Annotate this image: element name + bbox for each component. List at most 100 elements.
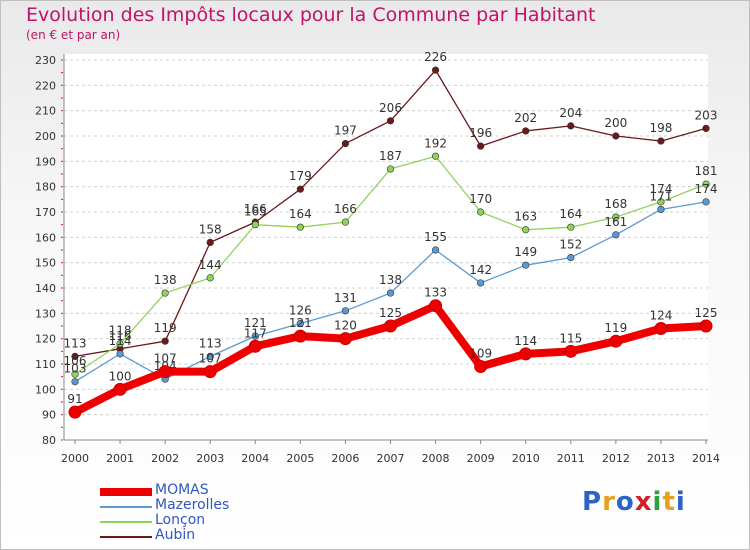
data-point	[293, 329, 307, 343]
legend-swatch	[100, 536, 152, 538]
data-point	[71, 352, 79, 361]
data-point	[341, 218, 350, 226]
data-point	[609, 334, 623, 348]
data-label: 192	[424, 136, 447, 150]
data-point	[431, 246, 440, 254]
data-label: 113	[64, 336, 87, 350]
x-tick-label: 2006	[331, 452, 359, 465]
data-point	[564, 344, 578, 358]
data-label: 165	[244, 205, 267, 219]
data-label: 198	[649, 121, 672, 135]
data-point	[519, 347, 533, 361]
legend-item: Mazerolles	[100, 497, 360, 514]
data-point	[657, 137, 665, 145]
data-point	[341, 140, 350, 148]
data-point	[71, 370, 79, 378]
data-label: 155	[424, 230, 447, 244]
data-label: 197	[334, 124, 357, 138]
data-point	[657, 205, 665, 214]
data-label: 114	[514, 334, 537, 348]
data-point	[386, 289, 395, 297]
legend-label: MOMAS	[155, 482, 209, 498]
data-label: 179	[289, 169, 312, 183]
data-label: 109	[469, 347, 492, 361]
data-label: 200	[604, 116, 627, 130]
data-label: 121	[289, 316, 312, 330]
data-label: 149	[514, 245, 537, 259]
data-label: 115	[559, 331, 582, 345]
x-tick-label: 2010	[512, 452, 540, 465]
data-label: 117	[244, 326, 267, 340]
legend-label: Aubin	[155, 527, 196, 543]
data-point	[522, 226, 530, 234]
data-label: 144	[199, 258, 222, 272]
data-point	[522, 261, 530, 269]
data-label: 125	[695, 306, 718, 320]
y-tick-label: 180	[35, 181, 56, 194]
y-tick-label: 170	[35, 206, 56, 219]
data-label: 202	[514, 111, 537, 125]
data-point	[206, 238, 214, 246]
data-label: 103	[64, 362, 87, 376]
legend-swatch	[100, 488, 152, 496]
x-tick-label: 2012	[602, 452, 630, 465]
data-point	[296, 319, 304, 328]
data-label: 163	[514, 210, 537, 224]
logo-letter: x	[634, 487, 653, 517]
data-label: 164	[289, 207, 312, 221]
data-point	[161, 337, 169, 345]
data-label: 133	[424, 286, 447, 300]
legend-swatch	[100, 506, 152, 508]
logo-letter: i	[675, 487, 686, 517]
data-label: 170	[469, 192, 492, 206]
y-tick-label: 150	[35, 257, 56, 270]
proxiti-logo: Proxiti	[582, 487, 686, 517]
y-tick-label: 120	[35, 333, 56, 346]
legend-label: Lonçon	[155, 512, 206, 528]
data-label: 125	[379, 306, 402, 320]
x-tick-label: 2008	[422, 452, 450, 465]
x-tick-label: 2013	[647, 452, 675, 465]
data-point	[702, 180, 710, 188]
data-label: 114	[109, 334, 132, 348]
legend-label: Mazerolles	[155, 497, 230, 513]
data-point	[338, 332, 352, 346]
chart-title: Evolution des Impôts locaux pour la Comm…	[26, 4, 596, 26]
y-tick-label: 100	[35, 383, 56, 396]
y-tick-label: 220	[35, 79, 56, 92]
data-label: 107	[154, 352, 177, 366]
data-point	[116, 350, 124, 358]
data-label: 138	[154, 273, 177, 287]
data-label: 166	[334, 202, 357, 216]
logo-letter: t	[662, 487, 676, 517]
x-tick-label: 2007	[377, 452, 405, 465]
x-tick-label: 2000	[61, 452, 89, 465]
data-point	[699, 319, 713, 333]
data-point	[657, 198, 665, 206]
legend-swatch	[100, 521, 152, 523]
data-label: 131	[334, 291, 357, 305]
data-point	[477, 208, 485, 216]
legend-item: Aubin	[100, 527, 360, 544]
data-point	[248, 339, 262, 353]
data-label: 142	[469, 263, 492, 277]
data-label: 204	[559, 106, 582, 120]
x-tick-label: 2004	[241, 452, 269, 465]
y-tick-label: 110	[35, 358, 56, 371]
y-tick-label: 130	[35, 307, 56, 320]
data-point	[384, 319, 397, 333]
data-label: 106	[64, 354, 87, 368]
x-tick-label: 2014	[692, 452, 720, 465]
data-label: 174	[649, 182, 672, 196]
data-point	[206, 274, 214, 282]
data-label: 118	[109, 324, 132, 338]
data-label: 206	[379, 101, 402, 115]
data-point	[68, 405, 82, 419]
data-point	[296, 185, 304, 193]
data-point	[296, 223, 304, 231]
data-label: 124	[649, 309, 672, 323]
y-tick-label: 190	[35, 155, 56, 168]
y-tick-label: 140	[35, 282, 56, 295]
y-tick-label: 160	[35, 231, 56, 244]
data-point	[567, 223, 575, 231]
